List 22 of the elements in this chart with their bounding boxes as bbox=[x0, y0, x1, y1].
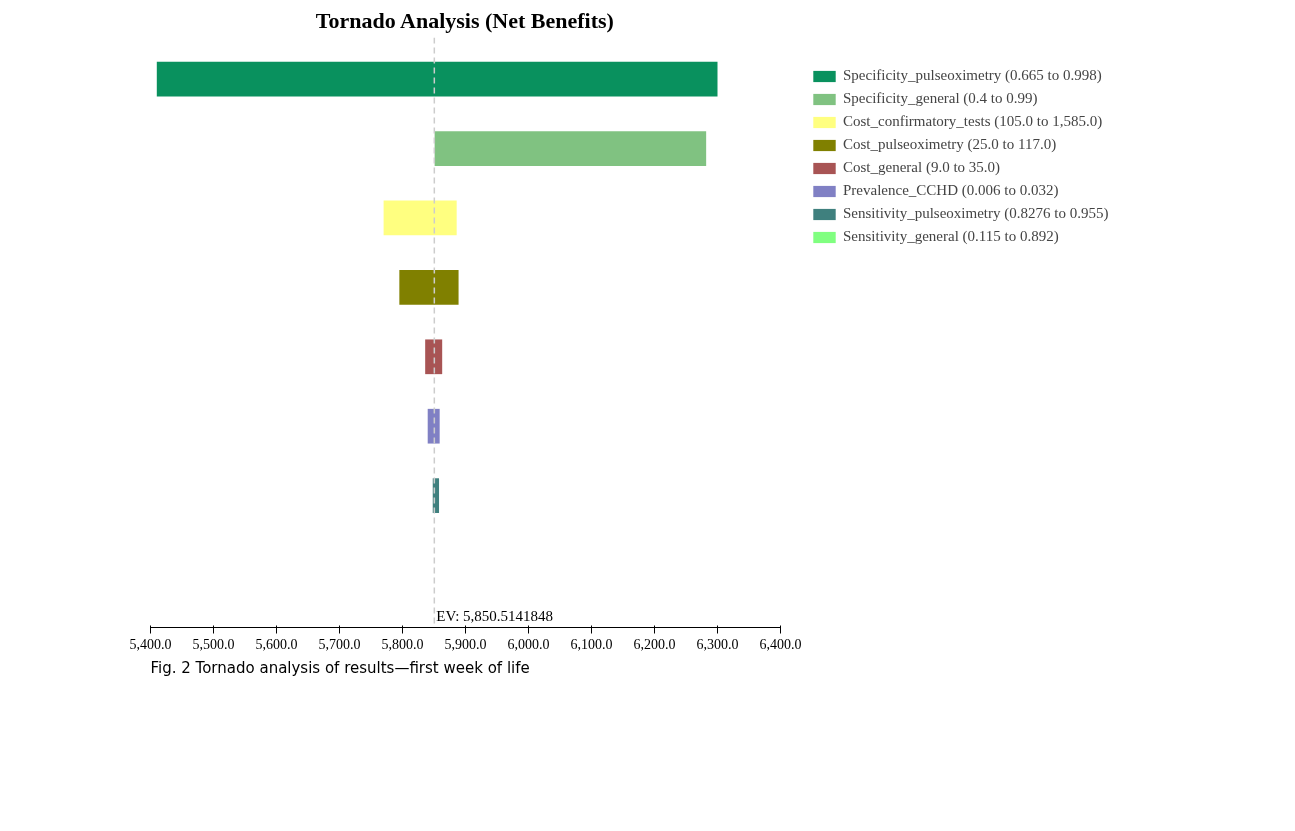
x-tick-label: 5,500.0 bbox=[192, 636, 235, 652]
legend-label: Cost_confirmatory_tests (105.0 to 1,585.0) bbox=[843, 113, 1103, 130]
legend-label: Prevalence_CCHD (0.006 to 0.032) bbox=[843, 182, 1059, 199]
chart-title: Tornado Analysis (Net Benefits) bbox=[315, 7, 614, 33]
x-tick-label: 5,400.0 bbox=[129, 636, 172, 652]
legend-label: Sensitivity_pulseoximetry (0.8276 to 0.955) bbox=[843, 205, 1109, 222]
x-tick-label: 6,000.0 bbox=[507, 636, 550, 652]
x-tick-label: 5,900.0 bbox=[444, 636, 487, 652]
legend-label: Cost_general (9.0 to 35.0) bbox=[843, 159, 1001, 176]
x-tick-label: 5,600.0 bbox=[255, 636, 298, 652]
legend-label: Specificity_pulseoximetry (0.665 to 0.998) bbox=[843, 67, 1102, 84]
x-tick-label: 5,800.0 bbox=[381, 636, 424, 652]
ref-line-label: EV: 5,850.5141848 bbox=[436, 608, 554, 625]
x-tick-label: 6,100.0 bbox=[570, 636, 613, 652]
legend-label: Sensitivity_general (0.115 to 0.892) bbox=[843, 228, 1059, 245]
x-tick-label: 5,700.0 bbox=[318, 636, 361, 652]
x-tick-label: 6,200.0 bbox=[633, 636, 676, 652]
x-tick-label: 6,400.0 bbox=[759, 636, 802, 652]
x-tick-label: 6,300.0 bbox=[696, 636, 739, 652]
legend-label: Cost_pulseoximetry (25.0 to 117.0) bbox=[843, 136, 1057, 153]
caption: Fig. 2 Tornado analysis of results—first week of life bbox=[150, 658, 530, 677]
legend-label: Specificity_general (0.4 to 0.99) bbox=[843, 90, 1038, 107]
